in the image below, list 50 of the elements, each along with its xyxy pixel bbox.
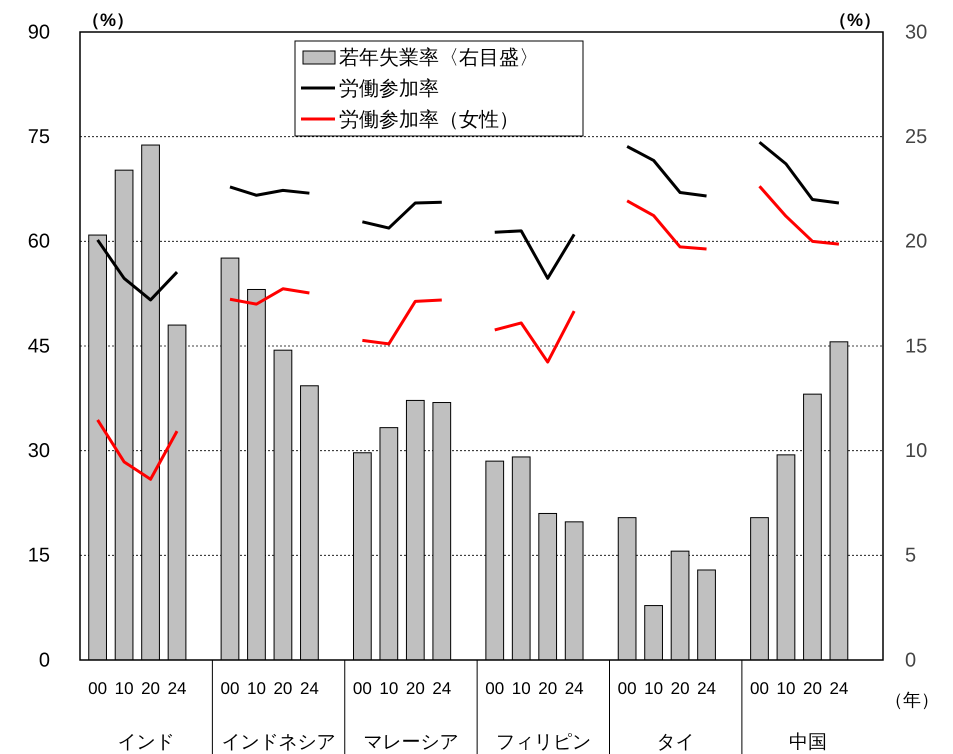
x-tick-label: 00 [352, 679, 372, 698]
x-tick-label: 20 [802, 679, 822, 698]
x-axis-title: （年） [885, 690, 939, 710]
x-tick-label: 20 [538, 679, 558, 698]
x-tick-label: 00 [618, 679, 637, 698]
y-axis-title: （%） [82, 10, 134, 30]
x-tick-label: 00 [88, 679, 108, 698]
text: マレーシア [363, 732, 458, 753]
y2-tick-label: 0 [905, 649, 916, 672]
x-tick-label: 24 [829, 679, 848, 698]
x-tick-label: 20 [406, 679, 425, 698]
y2-tick-label: 30 [905, 21, 928, 44]
y2-tick-label: 15 [905, 335, 928, 358]
x-tick-label: 10 [512, 679, 531, 698]
text: タイ [656, 732, 695, 753]
y-tick-label: 30 [28, 440, 50, 462]
y2-axis-title: （%） [828, 10, 882, 30]
x-tick-label: 24 [168, 679, 186, 698]
x-tick-label: 20 [670, 679, 690, 698]
text: インド [118, 732, 175, 753]
y-tick-label: 0 [38, 649, 50, 672]
y-tick-label: 45 [28, 335, 50, 358]
x-tick-label: 24 [300, 679, 319, 698]
legend-label: 労働参加率 [339, 78, 439, 100]
x-tick-label: 10 [776, 679, 796, 698]
y-tick-label: 60 [28, 230, 50, 253]
y-tick-label: 90 [28, 21, 50, 44]
x-tick-label: 10 [644, 679, 664, 698]
x-tick-label: 10 [379, 679, 398, 698]
x-tick-label: 20 [273, 679, 292, 698]
x-tick-label: 00 [750, 679, 769, 698]
x-tick-label: 24 [564, 679, 584, 698]
x-tick-label: 10 [247, 679, 266, 698]
x-tick-label: 10 [114, 679, 134, 698]
y-tick-label: 15 [28, 544, 50, 567]
text: 中国 [789, 732, 828, 753]
x-tick-label: 24 [432, 679, 452, 698]
x-tick-label: 20 [141, 679, 160, 698]
text: フィリピン [496, 732, 591, 753]
legend-label: 若年失業率〈右目盛〉 [339, 47, 539, 69]
y-tick-label: 75 [28, 126, 50, 148]
x-tick-label: 24 [697, 679, 716, 698]
y2-tick-label: 5 [905, 544, 916, 567]
y2-tick-label: 10 [905, 440, 928, 462]
legend-label: 労働参加率（女性） [339, 109, 519, 131]
x-tick-label: 00 [485, 679, 504, 698]
x-tick-label: 00 [220, 679, 240, 698]
text: インドネシア [222, 732, 336, 753]
y2-tick-label: 20 [905, 230, 928, 253]
y2-tick-label: 25 [905, 126, 928, 148]
